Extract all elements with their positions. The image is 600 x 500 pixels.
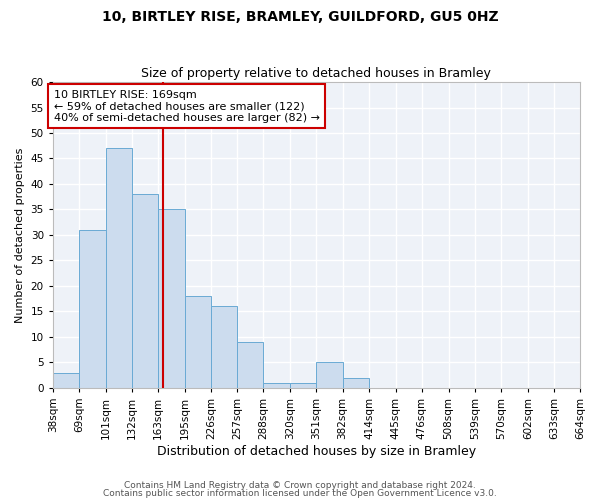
Title: Size of property relative to detached houses in Bramley: Size of property relative to detached ho… xyxy=(142,66,491,80)
Bar xyxy=(343,378,370,388)
Bar xyxy=(290,382,316,388)
Bar xyxy=(237,342,263,388)
Text: 10, BIRTLEY RISE, BRAMLEY, GUILDFORD, GU5 0HZ: 10, BIRTLEY RISE, BRAMLEY, GUILDFORD, GU… xyxy=(101,10,499,24)
Bar xyxy=(158,210,185,388)
Bar xyxy=(132,194,158,388)
Bar xyxy=(316,362,343,388)
Bar xyxy=(79,230,106,388)
Text: Contains HM Land Registry data © Crown copyright and database right 2024.: Contains HM Land Registry data © Crown c… xyxy=(124,481,476,490)
Bar xyxy=(185,296,211,388)
Bar xyxy=(263,382,290,388)
Bar xyxy=(106,148,132,388)
Bar xyxy=(53,372,79,388)
Y-axis label: Number of detached properties: Number of detached properties xyxy=(15,147,25,322)
X-axis label: Distribution of detached houses by size in Bramley: Distribution of detached houses by size … xyxy=(157,444,476,458)
Text: 10 BIRTLEY RISE: 169sqm
← 59% of detached houses are smaller (122)
40% of semi-d: 10 BIRTLEY RISE: 169sqm ← 59% of detache… xyxy=(53,90,320,123)
Text: Contains public sector information licensed under the Open Government Licence v3: Contains public sector information licen… xyxy=(103,488,497,498)
Bar xyxy=(211,306,237,388)
